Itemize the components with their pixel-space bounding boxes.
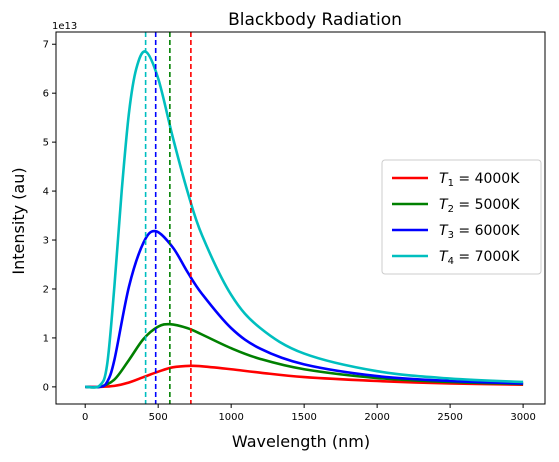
y-tick-label: 2 <box>43 284 49 295</box>
y-axis-ticks: 0 1 2 3 4 5 6 7 <box>43 40 56 393</box>
legend-label-2: T2 = 5000K <box>439 197 520 215</box>
x-tick-label: 1500 <box>291 412 316 423</box>
y-tick-label: 0 <box>43 382 49 393</box>
legend-box <box>381 159 542 275</box>
series-line-3 <box>85 229 524 389</box>
legend-label-3: T3 = 6000K <box>439 223 520 241</box>
y-axis-label: Intensity (au) <box>9 167 28 274</box>
series-lines <box>85 50 524 389</box>
y-tick-label: 5 <box>43 138 49 149</box>
x-tick-label: 1000 <box>218 412 243 423</box>
y-tick-label: 3 <box>43 236 49 247</box>
x-tick-label: 0 <box>82 412 88 423</box>
x-tick-label: 500 <box>149 412 168 423</box>
series-line-4 <box>85 50 524 389</box>
peak-wavelength-markers <box>144 32 192 404</box>
y-tick-label: 7 <box>43 40 49 51</box>
y-tick-label: 4 <box>43 187 49 198</box>
legend: T1 = 4000K T2 = 5000K T3 = 6000K T4 = 7000K <box>381 159 542 275</box>
series-line-2 <box>85 322 524 389</box>
x-tick-label: 3000 <box>510 412 535 423</box>
x-axis-ticks: 0 500 1000 1500 2000 2500 3000 <box>82 404 536 423</box>
x-tick-label: 2000 <box>364 412 389 423</box>
y-tick-label: 6 <box>43 89 49 100</box>
y-tick-label: 1 <box>43 333 49 344</box>
legend-label-1: T1 = 4000K <box>439 171 520 189</box>
legend-label-4: T4 = 7000K <box>439 249 520 267</box>
chart-title: Blackbody Radiation <box>228 10 402 30</box>
y-offset-label: 1e13 <box>52 21 77 32</box>
x-axis-label: Wavelength (nm) <box>232 432 370 451</box>
series-line-1 <box>85 364 524 389</box>
plot-frame <box>55 31 546 405</box>
x-tick-label: 2500 <box>437 412 462 423</box>
